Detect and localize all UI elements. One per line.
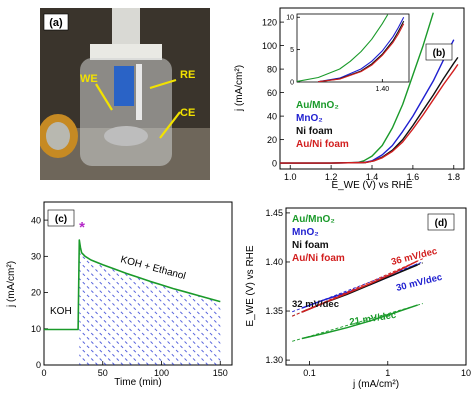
- panel-d-series-au-ni-foam: [301, 260, 418, 313]
- ethanol-injection-marker: *: [79, 219, 85, 236]
- panel-b-ytick-label: 60: [267, 88, 277, 98]
- panel-b-ytick-label: 40: [267, 111, 277, 121]
- legend-au-mno2: Au/MnO₂: [296, 100, 339, 111]
- inset-series-au-ni-foam: [318, 23, 405, 83]
- legend-d-ni-foam: Ni foam: [292, 240, 329, 251]
- panel-d-xtick-label: 1: [385, 368, 390, 378]
- legend-mno2: MnO₂: [296, 113, 323, 124]
- panel-c-ylabel: j (mA/cm²): [6, 261, 17, 308]
- panel-c-xtick-label: 100: [154, 368, 169, 378]
- legend-ni-foam: Ni foam: [296, 126, 333, 137]
- inset-xtick-label: 1.40: [376, 86, 390, 93]
- electrode-cap: [112, 8, 140, 48]
- panel-c-label: (c): [55, 214, 67, 225]
- panel-c-xtick-label: 150: [213, 368, 228, 378]
- panel-d-label: (d): [435, 218, 448, 229]
- panel-b-xtick-label: 1.0: [284, 172, 297, 182]
- panel-b-ytick-label: 120: [262, 17, 277, 27]
- inset-ytick-label: 10: [286, 15, 294, 22]
- panel-a: (a) WE RE CE: [43, 13, 195, 139]
- panel-c-series-current: [44, 239, 221, 331]
- panel-d-ytick-label: 1.35: [265, 306, 283, 316]
- slope-label-21: 21 mV/dec: [349, 310, 397, 328]
- ce-callout: CE: [180, 107, 195, 119]
- panel-c-xtick-label: 50: [98, 368, 108, 378]
- panel-d-ytick-label: 1.45: [265, 208, 283, 218]
- panel-b-label: (b): [433, 48, 446, 59]
- we-callout: WE: [80, 73, 98, 85]
- inset-series-au-mno: [296, 14, 389, 82]
- panel-b-xtick-label: 1.4: [366, 172, 379, 182]
- panel-c-ytick-label: 0: [36, 360, 41, 370]
- panel-b-ytick-label: 100: [262, 41, 277, 51]
- legend-d-au-mno2: Au/MnO₂: [292, 214, 335, 225]
- panel-c-ytick-label: 20: [31, 288, 41, 298]
- inset-series-mno: [318, 16, 405, 83]
- panel-c-fill: [79, 240, 221, 365]
- panel-c-ytick-label: 10: [31, 324, 41, 334]
- legend-d-au-ni-foam: Au/Ni foam: [292, 253, 345, 264]
- panel-d-ylabel: E_WE (V) vs RHE: [245, 245, 256, 326]
- panel-b-ytick-label: 80: [267, 64, 277, 74]
- panel-b-xtick-label: 1.8: [448, 172, 461, 182]
- koh-annotation: KOH: [50, 306, 72, 317]
- panel-d-series-au-ni-foam-fit: [292, 258, 423, 317]
- legend-au-ni-foam: Au/Ni foam: [296, 139, 349, 150]
- panel-b-ylabel: j (mA/cm²): [234, 65, 245, 112]
- panel-a-photo: [40, 8, 210, 180]
- panel-a-label: (a): [49, 17, 63, 29]
- slope-label-32: 32 mV/dec: [292, 299, 339, 310]
- panel-c: 0 50 100 150 0 10 20 30 40 Time (min) j (mA/cm²)…: [6, 201, 233, 388]
- panel-c-ytick-label: 40: [31, 215, 41, 225]
- panel-b-xtick-label: 1.6: [407, 172, 420, 182]
- panel-d-xtick-label: 10: [461, 368, 471, 378]
- panel-d-ytick-label: 1.30: [265, 355, 283, 365]
- inset-ytick-label: 0: [290, 79, 294, 86]
- panel-c-xlabel: Time (min): [114, 377, 161, 388]
- legend-d-mno2: MnO₂: [292, 227, 319, 238]
- panel-b-inset: 1.40 0 5 10: [286, 13, 410, 93]
- re-callout: RE: [180, 69, 195, 81]
- slope-label-30: 30 mV/dec: [395, 272, 443, 294]
- inset-ytick-label: 5: [290, 47, 294, 54]
- panel-b-xlabel: E_WE (V) vs RHE: [331, 180, 412, 191]
- panel-b-series-au-ni-foam: [280, 64, 459, 164]
- panel-d-xtick-label: 0.1: [303, 368, 316, 378]
- panel-d: 0.1 1 10 1.30 1.35 1.40 1.45 j (mA/cm²) E_WE (…: [245, 207, 471, 390]
- panel-d-series-au-mno: [301, 304, 418, 340]
- panel-c-ytick-label: 30: [31, 251, 41, 261]
- panel-d-series-mno-fit: [292, 261, 423, 313]
- panel-d-ytick-label: 1.40: [265, 257, 283, 267]
- panel-d-legend: Au/MnO₂ MnO₂ Ni foam Au/Ni foam: [292, 214, 345, 264]
- panel-b-legend: Au/MnO₂ MnO₂ Ni foam Au/Ni foam: [296, 100, 349, 150]
- panel-d-xlabel: j (mA/cm²): [352, 379, 399, 390]
- panel-c-xtick-label: 0: [41, 368, 46, 378]
- glass-vial: [80, 58, 172, 166]
- panel-b-xtick-label: 1.2: [325, 172, 338, 182]
- panel-b-ytick-label: 0: [272, 158, 277, 168]
- working-electrode: [114, 66, 134, 106]
- panel-d-frame: [285, 207, 467, 366]
- panel-b-ytick-label: 20: [267, 135, 277, 145]
